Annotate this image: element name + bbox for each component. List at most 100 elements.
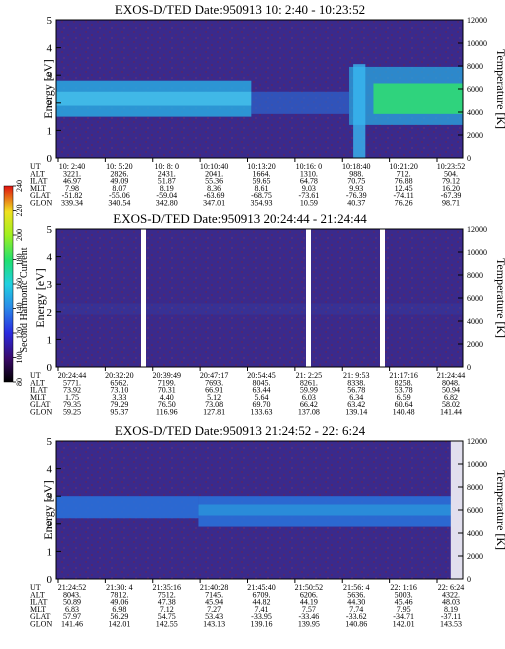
table-cell: 3221. [63, 169, 81, 178]
y-tick-label: 1 [47, 334, 53, 346]
table-cell: 46.97 [63, 177, 81, 186]
table-cell: -59.04 [156, 191, 177, 200]
y-tick-label: 0 [47, 153, 53, 165]
energy-bands [56, 64, 463, 158]
table-cell: 4.40 [160, 393, 174, 402]
table-cell: 142.01 [393, 620, 415, 629]
row-label: MLT [30, 605, 46, 614]
table-cell: 342.80 [156, 199, 178, 208]
table-cell: 10: 5:20 [106, 162, 132, 171]
table-cell: 59.99 [300, 386, 318, 395]
data-gap [380, 229, 385, 367]
y2-tick-label: 4000 [467, 108, 483, 117]
table-cell: 7.98 [65, 184, 79, 193]
table-cell: 8.19 [160, 184, 174, 193]
table-cell: 73.92 [63, 386, 81, 395]
table-cell: -33.46 [299, 612, 320, 621]
row-label: GLAT [30, 612, 51, 621]
y2-tick-label: 10000 [467, 248, 487, 257]
row-label: ALT [30, 378, 45, 387]
table-cell: 6.98 [112, 605, 126, 614]
energy-band [450, 441, 463, 579]
table-cell: 2041. [205, 169, 223, 178]
table-cell: 7145. [205, 590, 223, 599]
table-cell: 7.57 [302, 605, 316, 614]
table-cell: 140.48 [393, 408, 415, 417]
table-cell: -37.11 [441, 612, 461, 621]
y2-axis-label: Temperature [K] [494, 49, 505, 129]
table-cell: 139.95 [298, 620, 320, 629]
table-cell: 141.44 [440, 408, 462, 417]
table-cell: 139.14 [345, 408, 367, 417]
table-cell: 70.31 [158, 386, 176, 395]
table-cell: -55.06 [109, 191, 130, 200]
table-cell: 8258. [395, 378, 413, 387]
y-tick-label: 0 [47, 574, 53, 586]
table-cell: 70.75 [347, 177, 365, 186]
table-cell: -63.69 [204, 191, 225, 200]
table-cell: 9.93 [349, 184, 363, 193]
table-cell: 8043. [63, 590, 81, 599]
table-cell: 142.55 [156, 620, 178, 629]
table-cell: 51.87 [158, 177, 176, 186]
table-cell: 20:39:49 [153, 371, 181, 380]
y2-tick-label: 2000 [467, 131, 483, 140]
y2-tick-label: 8000 [467, 271, 483, 280]
table-cell: 6.83 [65, 605, 79, 614]
panel-3: EXOS-D/TED Date:950913 21:24:52 - 22: 6:… [30, 423, 505, 629]
row-label: ALT [30, 590, 45, 599]
table-cell: 79.12 [442, 177, 460, 186]
table-cell: -68.75 [251, 191, 272, 200]
table-cell: 10:21:20 [389, 162, 417, 171]
row-label: ILAT [30, 598, 47, 607]
row-label: ILAT [30, 177, 47, 186]
table-cell: 21: 9:53 [343, 371, 369, 380]
table-cell: -76.39 [346, 191, 367, 200]
row-label: GLAT [30, 400, 51, 409]
colorbar-tick-label: 180 [15, 254, 24, 266]
y2-tick-label: 0 [467, 154, 471, 163]
table-cell: 20:32:20 [105, 371, 133, 380]
y-ticks: 0 1 2 3 4 5 [47, 436, 61, 586]
table-cell: 6.59 [397, 393, 411, 402]
colorbar-ticks: 80 100 120 140 160 180 200 220 240 [13, 180, 24, 386]
table-cell: 116.96 [156, 408, 178, 417]
table-cell: 59.25 [63, 408, 81, 417]
table-cell: 6.82 [444, 393, 458, 402]
y-axis-label: Energy [eV] [41, 480, 55, 539]
y-tick-label: 2 [47, 519, 53, 531]
table-cell: 10.59 [300, 199, 318, 208]
colorbar-scale [3, 185, 14, 383]
table-cell: 8.36 [207, 184, 221, 193]
row-label: MLT [30, 393, 46, 402]
table-cell: 8045. [253, 378, 271, 387]
table-cell: 5003. [395, 590, 413, 599]
colorbar-tick-label: 220 [15, 205, 24, 217]
table-cell: 50.94 [442, 386, 460, 395]
row-label: UT [30, 162, 41, 171]
table-cell: 5.12 [207, 393, 221, 402]
y-tick-label: 3 [47, 70, 53, 82]
table-cell: 141.46 [61, 620, 83, 629]
row-label: GLAT [30, 191, 51, 200]
table-cell: 5771. [63, 378, 81, 387]
table-cell: 20:47:17 [200, 371, 228, 380]
table-cell: -33.95 [251, 612, 272, 621]
y2-tick-label: 10000 [467, 39, 487, 48]
energy-band [56, 91, 252, 106]
table-cell: 21:24:52 [58, 583, 86, 592]
table-cell: 63.42 [347, 400, 365, 409]
table-cell: 7.12 [160, 605, 174, 614]
table-cell: 5636. [347, 590, 365, 599]
y2-tick-label: 8000 [467, 62, 483, 71]
table-cell: 47.38 [158, 598, 176, 607]
y-axis-label: Energy [eV] [33, 268, 47, 327]
y2-tick-label: 6000 [467, 294, 483, 303]
table-cell: 340.54 [108, 199, 130, 208]
table-cell: 8.19 [444, 605, 458, 614]
table-cell: 66.42 [300, 400, 318, 409]
y2-tick-label: 0 [467, 363, 471, 372]
table-cell: 6562. [110, 378, 128, 387]
